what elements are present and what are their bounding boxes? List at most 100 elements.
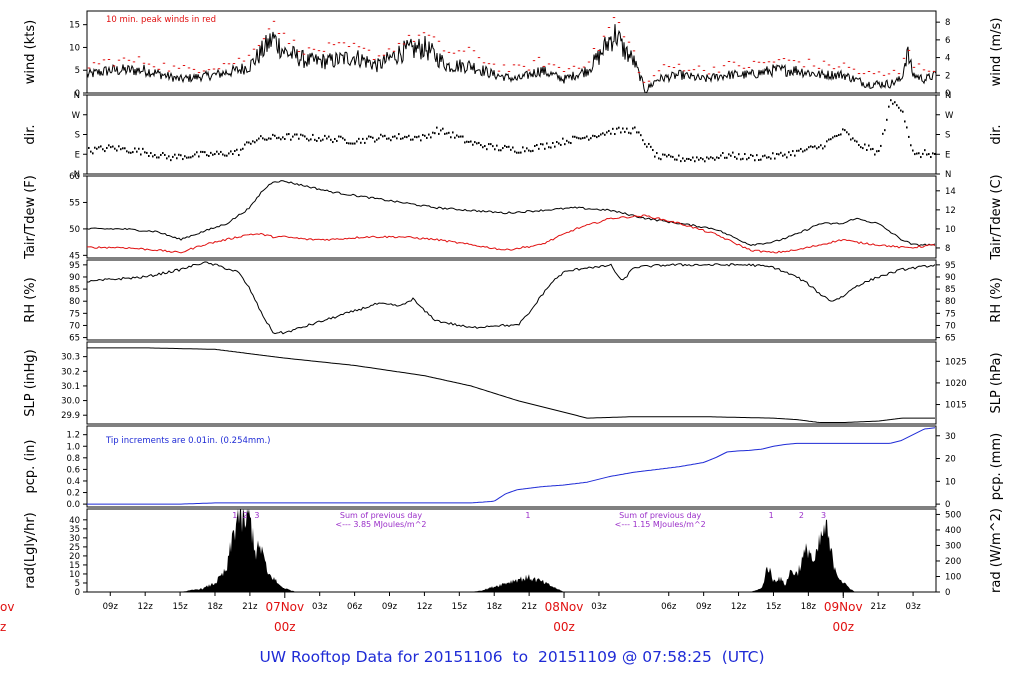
direction-dot [138,147,140,150]
direction-dot [322,138,324,141]
direction-dot [262,137,264,140]
wind-series-wind-speed [86,24,937,94]
direction-dot [128,151,130,154]
pcp-left-tick-label: 0.0 [66,500,80,510]
pcp-left-tick-label: 0.4 [66,477,80,487]
rh-series-relative-humidity [87,261,936,335]
direction-dot [356,140,358,143]
direction-dot [286,133,288,136]
direction-dot [928,153,930,156]
direction-dot [390,139,392,142]
rad-hour-mark: 1 [232,511,237,520]
direction-dot [578,137,580,140]
direction-dot [158,156,160,159]
direction-dot [624,130,626,133]
direction-dot [316,139,318,142]
direction-dot [878,149,880,152]
direction-dot [912,149,914,152]
direction-dot [404,135,406,138]
direction-dot [572,135,574,138]
direction-dot [838,133,840,136]
direction-dot [716,156,718,159]
x-tick-label: 09z [103,602,119,612]
direction-dot [242,147,244,150]
direction-dot [434,132,436,135]
direction-dot [498,149,500,152]
x-tick-label: 09z [382,602,398,612]
direction-dot [514,150,516,153]
direction-dot [556,140,558,143]
footer-timezone: (UTC) [721,648,765,666]
direction-dot [184,155,186,158]
direction-dot [176,157,178,160]
direction-dot [124,147,126,150]
direction-dot [104,150,106,153]
direction-dot [910,144,912,147]
dir-left-tick-label: E [75,150,80,160]
direction-dot [474,141,476,144]
direction-dot [754,159,756,162]
direction-dot [596,136,598,139]
direction-dot [806,148,808,151]
direction-dot [436,126,438,129]
direction-dot [188,156,190,159]
direction-dot [412,138,414,141]
direction-dot [820,144,822,147]
direction-dot [152,155,154,158]
x-day-label: 07Nov [265,600,304,614]
direction-dot [306,137,308,140]
x-tick-label: 03z [591,602,607,612]
direction-dot [324,134,326,137]
rad-left-tick-label: 0 [75,588,80,598]
direction-dot [896,104,898,107]
direction-dot [790,154,792,157]
rh-left-tick-label: 95 [69,261,80,271]
dir-right-tick-label: S [945,131,950,141]
direction-dot [146,151,148,154]
temp-left-tick-label: 60 [69,172,80,182]
direction-dot [930,156,932,159]
direction-dot [196,151,198,154]
direction-dot [876,150,878,153]
direction-dot [856,140,858,143]
direction-dot [386,137,388,140]
direction-dot [462,135,464,138]
wind-left-axis-label: wind (kts) [23,20,38,84]
rad-right-tick-label: 500 [945,510,961,520]
direction-dot [564,143,566,146]
direction-dot [96,147,98,150]
x-tick-label: 06z [661,602,677,612]
direction-dot [366,137,368,140]
wind-right-tick-label: 6 [945,36,950,46]
direction-dot [100,145,102,148]
direction-dot [408,134,410,137]
direction-dot [690,159,692,162]
wind-right-axis-label: wind (m/s) [989,18,1004,87]
direction-dot [218,152,220,155]
pcp-annotation: Tip increments are 0.01in. (0.254mm.) [105,436,270,446]
direction-dot [798,149,800,152]
rh-left-tick-label: 85 [69,285,80,295]
dir-left-tick-label: S [75,131,80,141]
direction-dot [854,139,856,142]
direction-dot [746,158,748,161]
direction-dot [862,147,864,150]
direction-dot [500,149,502,152]
direction-dot [684,159,686,162]
x-tick-label: 12z [731,602,747,612]
direction-dot [508,145,510,148]
direction-dot [886,118,888,121]
direction-dot [110,146,112,149]
direction-dot [384,134,386,137]
direction-dot [254,141,256,144]
direction-dot [814,145,816,148]
rad-hour-mark: 1 [525,511,530,520]
direction-dot [658,157,660,160]
direction-dot [444,132,446,135]
direction-dot [784,153,786,156]
rad-hour-mark: 1 [769,511,774,520]
direction-dot [172,155,174,158]
direction-dot [170,159,172,162]
direction-dot [622,127,624,130]
x-day-label: 09Nov [824,600,863,614]
